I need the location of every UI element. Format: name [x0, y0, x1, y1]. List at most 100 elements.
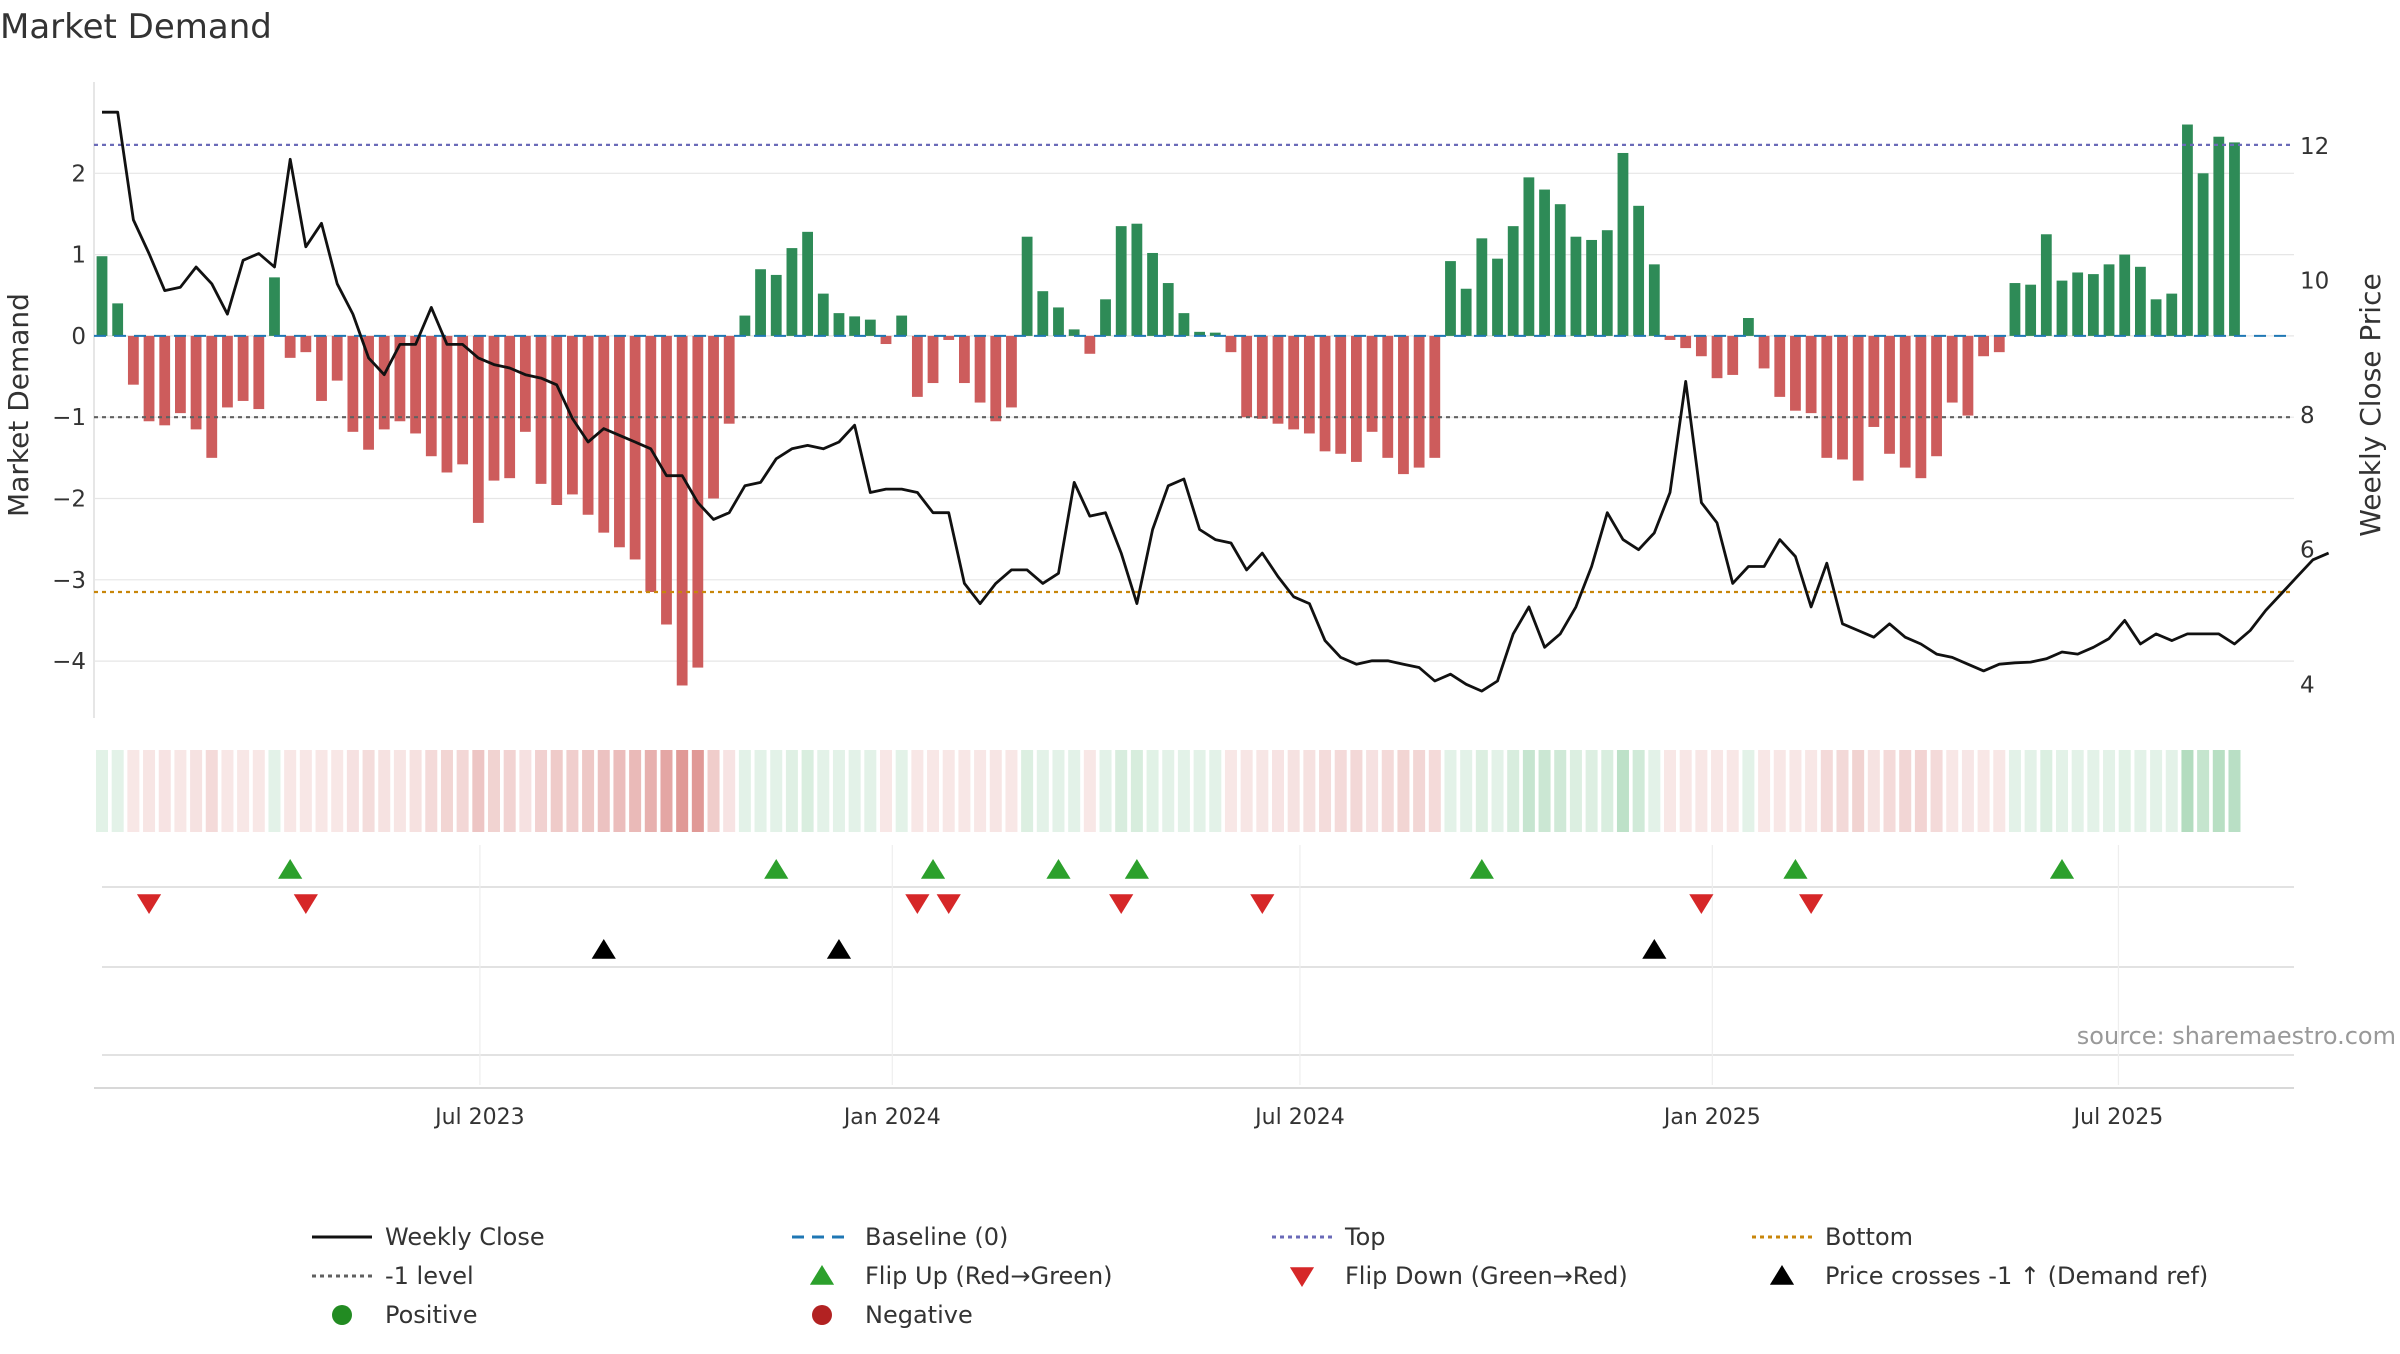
heat-cell — [299, 750, 312, 832]
demand-bar-negative — [1993, 335, 2005, 353]
demand-bar-positive — [1507, 226, 1519, 336]
heat-cell — [1366, 750, 1379, 832]
demand-bar-positive — [96, 256, 108, 336]
demand-bar-negative — [253, 335, 265, 410]
flip-up-marker — [1124, 859, 1149, 879]
chart-title: Market Demand — [0, 7, 272, 47]
heat-cell — [535, 750, 548, 832]
heat-cell — [1428, 750, 1441, 832]
demand-bar-positive — [2040, 234, 2052, 336]
heat-cell — [2212, 750, 2225, 832]
demand-bar-negative — [488, 335, 500, 481]
demand-bar-positive — [1633, 205, 1645, 336]
demand-bar-negative — [316, 335, 327, 401]
heat-cell — [629, 750, 642, 832]
heat-cell — [911, 750, 924, 832]
demand-bar-positive — [112, 303, 124, 336]
flip-up-marker — [1469, 859, 1494, 879]
heat-cell — [2181, 750, 2194, 832]
heat-cell — [472, 750, 485, 832]
heat-cell — [2040, 750, 2053, 832]
heat-cell — [2087, 750, 2100, 832]
heat-cell — [1961, 750, 1974, 832]
demand-bar-positive — [2025, 284, 2037, 336]
heat-cell — [409, 750, 422, 832]
demand-bar-negative — [990, 335, 1002, 422]
heat-cell — [1758, 750, 1771, 832]
demand-bar-negative — [1382, 335, 1394, 458]
heat-cell — [1867, 750, 1880, 832]
heat-cell — [1052, 750, 1065, 832]
heat-cell — [503, 750, 516, 832]
demand-bar-negative — [1429, 335, 1441, 458]
flip-down-marker — [905, 894, 930, 914]
heat-cell — [2197, 750, 2210, 832]
demand-bar-negative — [1256, 335, 1268, 419]
y-tick-label: −3 — [52, 568, 86, 594]
heat-cell — [1021, 750, 1034, 832]
heat-cell — [613, 750, 626, 832]
heat-cell — [1460, 750, 1473, 832]
demand-bar-positive — [1648, 264, 1660, 336]
demand-bar-positive — [2087, 274, 2099, 336]
heat-cell — [1836, 750, 1849, 832]
heat-cell — [378, 750, 391, 832]
heat-cell — [1068, 750, 1081, 832]
heat-cell — [832, 750, 845, 832]
legend-item: Bottom — [1752, 1223, 1913, 1251]
heat-cell — [1209, 750, 1222, 832]
heat-cell — [425, 750, 438, 832]
heat-cell — [1773, 750, 1786, 832]
heat-cell — [237, 750, 250, 832]
demand-bar-negative — [1837, 335, 1848, 460]
heat-cell — [880, 750, 892, 832]
legend-item: Baseline (0) — [792, 1223, 1008, 1251]
demand-bar-negative — [1366, 335, 1378, 432]
heat-cell — [1522, 750, 1535, 832]
heat-cell — [488, 750, 500, 832]
demand-bar-positive — [1586, 239, 1597, 336]
demand-bar-negative — [1978, 335, 1989, 357]
heat-cell — [660, 750, 673, 832]
demand-bar-negative — [378, 335, 390, 430]
demand-bar-negative — [959, 335, 970, 384]
demand-bar-positive — [1601, 230, 1613, 336]
legend-label: -1 level — [385, 1262, 474, 1290]
demand-bar-negative — [1272, 335, 1284, 424]
demand-bar-negative — [1805, 335, 1817, 414]
heat-cell — [96, 750, 108, 832]
demand-bar-negative — [1084, 335, 1096, 354]
demand-bar-negative — [284, 335, 296, 358]
demand-bar-positive — [770, 274, 782, 336]
heat-cell — [754, 750, 767, 832]
demand-bar-positive — [739, 315, 751, 336]
y-tick-label: −1 — [52, 405, 86, 431]
demand-bar-negative — [175, 335, 186, 414]
flip-down-marker — [1250, 894, 1275, 914]
demand-bar-positive — [1570, 236, 1582, 336]
y-tick-label: 0 — [71, 324, 86, 350]
heat-cell — [1005, 750, 1018, 832]
legend-swatch — [332, 1305, 352, 1325]
heat-cell — [331, 750, 344, 832]
heat-cell — [1820, 750, 1833, 832]
demand-bar-positive — [2150, 299, 2162, 336]
heat-cell — [895, 750, 908, 832]
demand-bar-positive — [1209, 332, 1221, 336]
demand-bar-negative — [504, 335, 516, 479]
legend-label: Price crosses -1 ↑ (Demand ref) — [1825, 1262, 2208, 1290]
legend-label: Weekly Close — [385, 1223, 545, 1251]
demand-bar-positive — [1554, 204, 1566, 336]
heat-cell — [958, 750, 971, 832]
legend-item: Flip Up (Red→Green) — [809, 1262, 1113, 1290]
heat-cell — [974, 750, 987, 832]
y2-axis-label: Weekly Close Price — [2354, 273, 2387, 536]
demand-bar-positive — [1194, 331, 1205, 336]
heat-cell — [723, 750, 736, 832]
heat-cell — [1083, 750, 1096, 832]
heat-cell — [848, 750, 861, 832]
legend-label: Bottom — [1825, 1223, 1913, 1251]
demand-bar-positive — [2213, 136, 2225, 336]
heat-cell — [221, 750, 234, 832]
demand-bar-positive — [849, 316, 861, 336]
